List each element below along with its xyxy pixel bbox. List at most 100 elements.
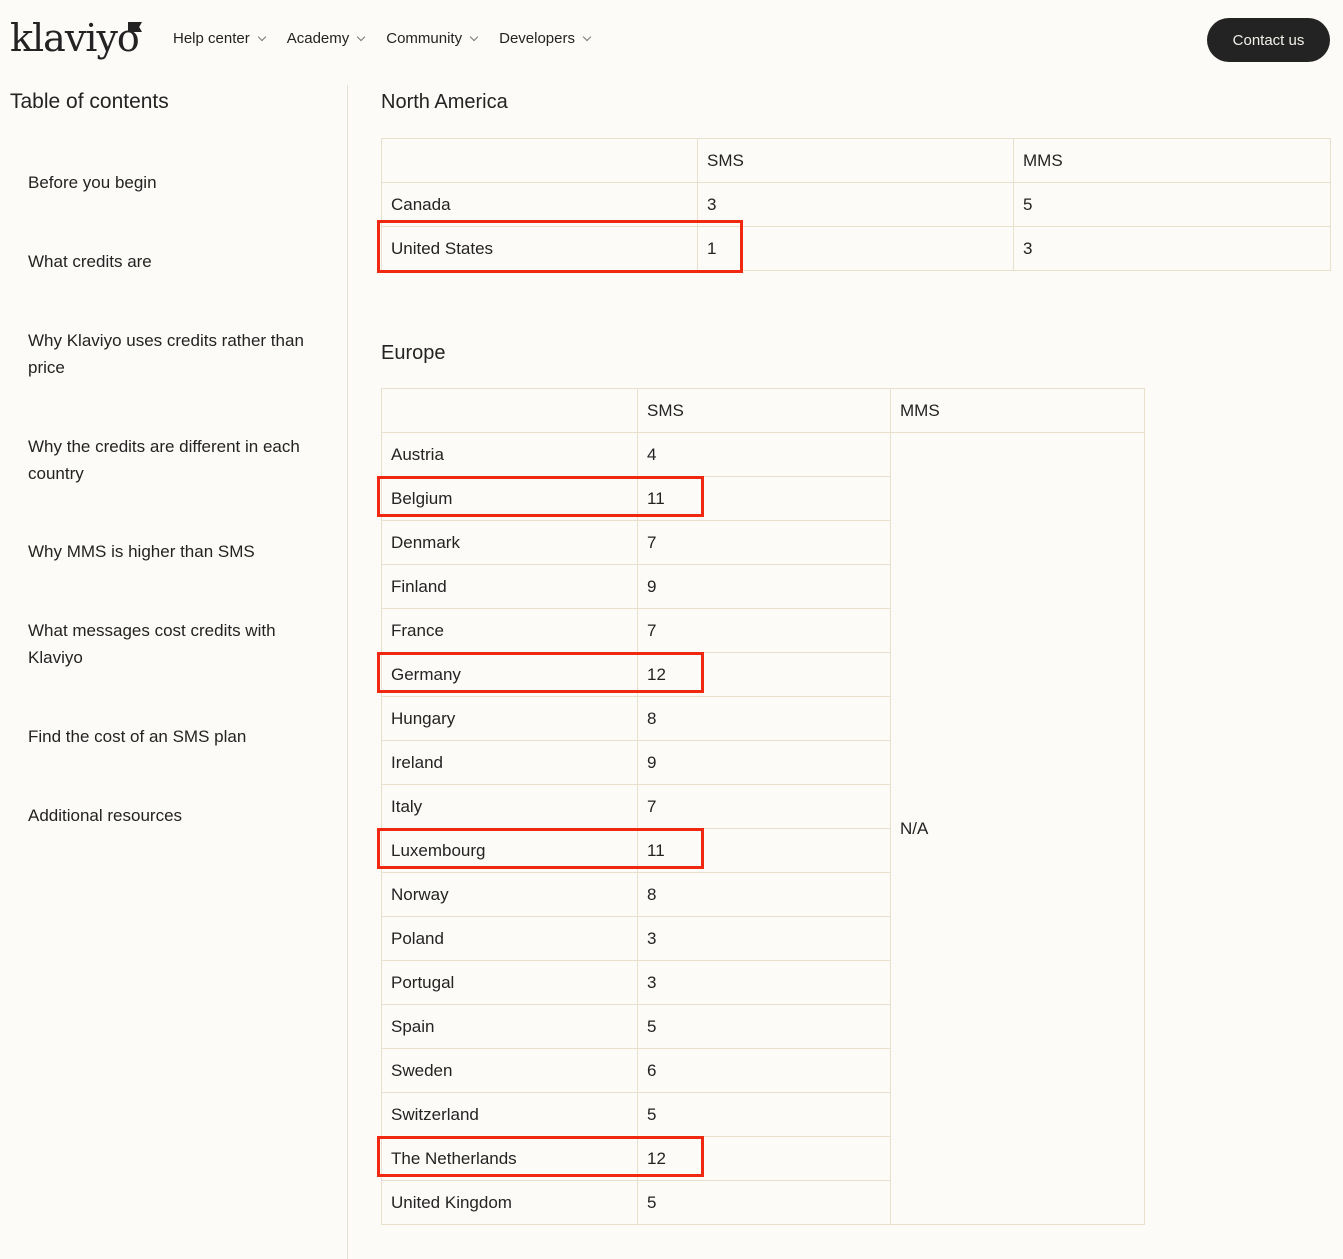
table-row: Norway 8	[381, 872, 1145, 917]
contact-us-button[interactable]: Contact us	[1207, 18, 1330, 62]
toc-item[interactable]: Additional resources	[28, 806, 183, 825]
sms-cell: 1	[697, 226, 1014, 271]
table-header-row: SMS MMS	[381, 388, 1145, 433]
sms-cell: 3	[697, 182, 1014, 227]
sms-cell: 12	[637, 1136, 891, 1181]
north-america-table: SMS MMS Canada 3 5 United States 1 3	[381, 138, 1331, 271]
sms-cell: 12	[637, 652, 891, 697]
table-row: Germany 12	[381, 652, 1145, 697]
header-cell: SMS	[637, 388, 891, 433]
header-cell: MMS	[1013, 138, 1331, 183]
table-row: United Kingdom 5	[381, 1180, 1145, 1225]
europe-table-wrap: SMS MMS Austria 4 N/A Belgium 11 Denmark 7 Finl…	[377, 388, 1145, 1225]
table-row: Belgium 11	[381, 476, 1145, 521]
table-row: Ireland 9	[381, 740, 1145, 785]
chevron-down-icon	[469, 32, 479, 41]
sms-cell: 6	[637, 1048, 891, 1093]
country-cell: Switzerland	[381, 1092, 638, 1137]
north-america-table-wrap: SMS MMS Canada 3 5 United States 1 3	[377, 138, 1331, 273]
table-row: Finland 9	[381, 564, 1145, 609]
sms-cell: 3	[637, 916, 891, 961]
toc-item[interactable]: What credits are	[28, 252, 152, 271]
sms-cell: 7	[637, 520, 891, 565]
nav-label: Academy	[286, 30, 350, 47]
table-row: United States 1 3	[381, 226, 1331, 271]
country-cell: The Netherlands	[381, 1136, 638, 1181]
mms-na-cell: N/A	[890, 432, 1145, 1225]
europe-heading: Europe	[381, 342, 446, 364]
toc-item[interactable]: Why the credits are different in each co…	[28, 437, 300, 483]
toc-item[interactable]: Why MMS is higher than SMS	[28, 542, 255, 561]
nav-label: Help center	[173, 30, 250, 47]
country-cell: Austria	[381, 432, 638, 477]
table-row: Austria 4 N/A	[381, 432, 1145, 1225]
country-cell: Belgium	[381, 476, 638, 521]
nav-developers[interactable]: Developers	[499, 30, 592, 47]
table-row: The Netherlands 12	[381, 1136, 1145, 1181]
toc-item[interactable]: Why Klaviyo uses credits rather than pri…	[28, 331, 304, 377]
sms-cell: 3	[637, 960, 891, 1005]
table-header-row: SMS MMS	[381, 138, 1331, 183]
sms-cell: 7	[637, 608, 891, 653]
table-row: Italy 7	[381, 784, 1145, 829]
nav-help-center[interactable]: Help center	[173, 30, 266, 47]
nav-community[interactable]: Community	[386, 30, 479, 47]
table-row: France 7	[381, 608, 1145, 653]
sidebar-divider	[347, 85, 348, 1259]
country-cell: Ireland	[381, 740, 638, 785]
nav-academy[interactable]: Academy	[286, 30, 366, 47]
table-row: Hungary 8	[381, 696, 1145, 741]
sms-cell: 5	[637, 1092, 891, 1137]
sms-cell: 4	[637, 432, 891, 477]
sms-cell: 8	[637, 696, 891, 741]
chevron-down-icon	[582, 32, 592, 41]
toc-item[interactable]: Before you begin	[28, 173, 157, 192]
sms-cell: 11	[637, 828, 891, 873]
table-row: Poland 3	[381, 916, 1145, 961]
sms-cell: 11	[637, 476, 891, 521]
klaviyo-logo[interactable]: klaviyo	[10, 16, 140, 60]
country-cell: Spain	[381, 1004, 638, 1049]
north-america-heading: North America	[381, 91, 508, 113]
table-row: Luxembourg 11	[381, 828, 1145, 873]
sms-cell: 9	[637, 564, 891, 609]
table-row: Denmark 7	[381, 520, 1145, 565]
country-cell: Italy	[381, 784, 638, 829]
chevron-down-icon	[257, 32, 266, 41]
toc-title: Table of contents	[10, 90, 169, 113]
country-cell: Norway	[381, 872, 638, 917]
sms-cell: 7	[637, 784, 891, 829]
mms-cell: 3	[1013, 226, 1331, 271]
country-cell: Poland	[381, 916, 638, 961]
country-cell: United States	[381, 226, 698, 271]
nav-label: Developers	[499, 30, 575, 47]
sms-cell: 8	[637, 872, 891, 917]
country-cell: Denmark	[381, 520, 638, 565]
sms-cell: 9	[637, 740, 891, 785]
toc-item[interactable]: Find the cost of an SMS plan	[28, 727, 247, 746]
sms-cell: 5	[637, 1180, 891, 1225]
top-nav: Help center Academy Community Developers	[173, 30, 612, 47]
country-cell: Portugal	[381, 960, 638, 1005]
logo-flag-icon	[128, 22, 142, 32]
country-cell: Luxembourg	[381, 828, 638, 873]
header-cell: MMS	[890, 388, 1145, 433]
country-cell: Sweden	[381, 1048, 638, 1093]
table-row: Canada 3 5	[381, 182, 1331, 227]
header-cell: SMS	[697, 138, 1014, 183]
sms-cell: 5	[637, 1004, 891, 1049]
country-cell: Germany	[381, 652, 638, 697]
country-cell: France	[381, 608, 638, 653]
nav-label: Community	[386, 30, 463, 47]
country-cell: United Kingdom	[381, 1180, 638, 1225]
country-cell: Finland	[381, 564, 638, 609]
chevron-down-icon	[357, 32, 366, 41]
mms-cell: 5	[1013, 182, 1331, 227]
country-cell: Hungary	[381, 696, 638, 741]
toc-item[interactable]: What messages cost credits with Klaviyo	[28, 621, 276, 667]
country-cell: Canada	[381, 182, 698, 227]
header-cell	[381, 138, 698, 183]
header-cell	[381, 388, 638, 433]
europe-table: SMS MMS Austria 4 N/A Belgium 11 Denmark 7 Finl…	[381, 388, 1145, 1225]
table-row: Switzerland 5	[381, 1092, 1145, 1137]
